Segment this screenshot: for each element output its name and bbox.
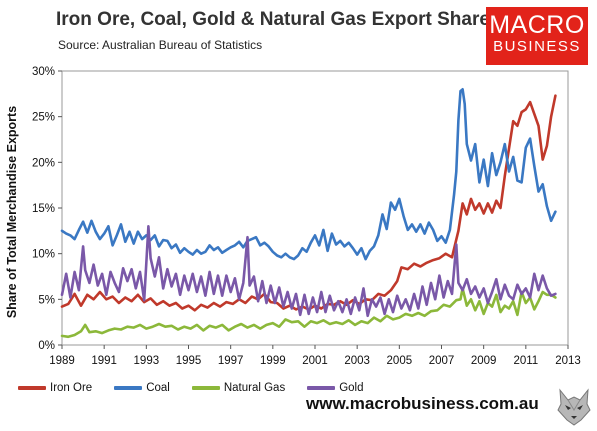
y-tick-label: 0% <box>38 340 55 352</box>
y-tick-label: 20% <box>32 157 55 169</box>
chart-legend: Iron Ore Coal Natural Gas Gold <box>18 380 386 396</box>
plot-area <box>61 70 569 346</box>
macrobusiness-logo: MACRO BUSINESS <box>486 7 588 65</box>
legend-item-gold: Gold <box>307 382 364 394</box>
legend-swatch-natural-gas <box>191 386 220 390</box>
x-tick-label: 1997 <box>218 355 244 367</box>
legend-label-coal: Coal <box>146 382 170 394</box>
logo-line-1: MACRO <box>489 11 585 39</box>
x-tick-label: 1991 <box>91 355 117 367</box>
website-url: www.macrobusiness.com.au <box>306 394 539 413</box>
series-line-natural-gas <box>60 287 557 339</box>
source-note: Source: Australian Bureau of Statistics <box>58 38 263 52</box>
legend-swatch-coal <box>114 386 143 390</box>
y-tick-label: 30% <box>32 66 55 78</box>
x-tick-label: 2007 <box>429 355 455 367</box>
legend-item-coal: Coal <box>114 382 170 394</box>
y-tick-label: 25% <box>32 112 55 124</box>
series-line-gold <box>60 225 557 318</box>
x-tick-label: 2003 <box>344 355 370 367</box>
logo-line-2: BUSINESS <box>493 38 581 55</box>
x-tick-label: 2001 <box>302 355 328 367</box>
x-tick-label: 2013 <box>555 355 581 367</box>
y-tick-label: 15% <box>32 203 55 215</box>
y-tick-label: 10% <box>32 249 55 261</box>
series-line-iron-ore <box>60 94 557 312</box>
legend-swatch-iron-ore <box>18 386 46 390</box>
x-tick-label: 1993 <box>134 355 160 367</box>
chart-title: Iron Ore, Coal, Gold & Natural Gas Expor… <box>56 9 490 30</box>
legend-label-gold: Gold <box>339 382 364 394</box>
x-tick-label: 2009 <box>471 355 497 367</box>
legend-swatch-gold <box>307 386 336 390</box>
legend-item-iron-ore: Iron Ore <box>18 382 92 394</box>
y-tick-label: 5% <box>38 294 55 306</box>
x-tick-label: 1989 <box>49 355 75 367</box>
series-line-coal <box>60 88 557 261</box>
x-tick-label: 1999 <box>260 355 286 367</box>
x-tick-label: 2011 <box>513 355 538 367</box>
x-tick-label: 2005 <box>387 355 413 367</box>
legend-label-natural-gas: Natural Gas <box>223 382 286 394</box>
x-tick-label: 1995 <box>176 355 202 367</box>
legend-label-iron-ore: Iron Ore <box>50 382 93 394</box>
wolf-head-icon <box>557 388 591 426</box>
legend-item-natural-gas: Natural Gas <box>191 382 286 394</box>
